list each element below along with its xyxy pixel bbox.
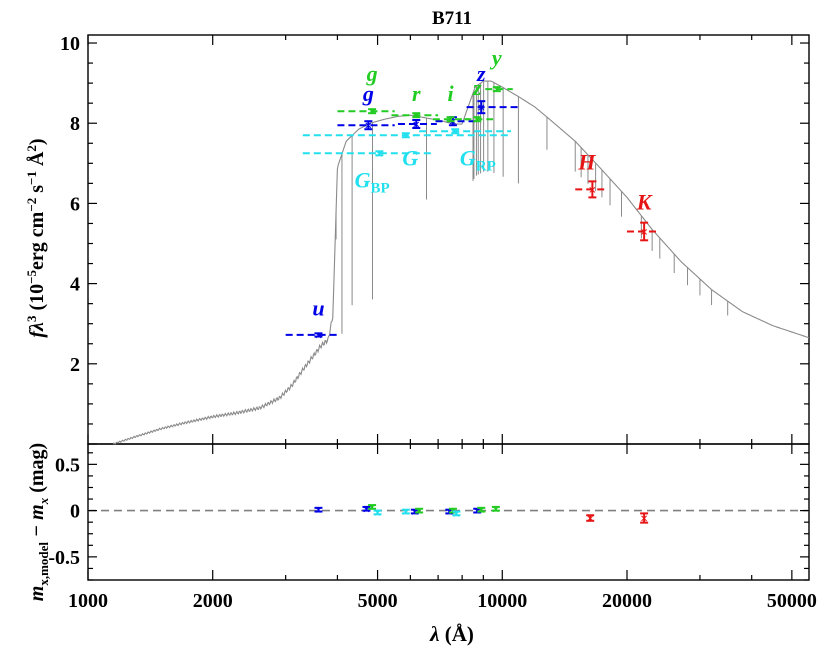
residual-panel-frame [87,443,810,581]
band-label-i: i [447,81,454,106]
residual-point: × [374,506,382,521]
marker-g: × [368,105,376,120]
band-label-y: y [489,45,502,70]
marker-u: × [314,329,322,344]
band-label-G-BP: GBP [355,167,390,196]
residual-point: × [368,501,376,516]
x-tick-label: 20000 [602,590,652,612]
marker-z: × [473,113,481,128]
band-label-G-RP: GRP [460,145,496,174]
residual-point: × [473,505,481,520]
marker-i: × [449,115,457,130]
model-sed-line [112,80,810,445]
x-tick-label: 5000 [358,590,398,612]
x-tick-label: 50000 [767,590,817,612]
residual-y-axis-label: mx,model − mx (mag) [26,443,51,601]
chart-title: B711 [432,8,472,29]
band-label-G: G [402,145,418,170]
band-label-z: z [472,75,482,100]
residual-point: × [415,505,423,520]
x-tick-label: 1000 [68,590,108,612]
band-label-g: g [362,81,374,106]
residual-point: × [411,506,419,521]
x-axis-label: λ (Å) [429,622,474,646]
marker-G_RP: × [451,125,459,140]
residual-point: × [452,507,460,522]
marker-z: × [477,101,485,116]
residual-point: × [362,503,370,518]
absorption-lines [335,81,729,334]
res-y-tick-label: 0.5 [55,454,80,476]
band-label-z: z [476,61,486,86]
top-y-tick-label: 10 [60,33,80,55]
res-y-tick-label: -0.5 [48,547,80,569]
marker-y: × [493,83,501,98]
band-label-H: H [577,149,596,174]
top-y-tick-label: 4 [70,274,80,296]
top-y-tick-label: 6 [70,193,80,215]
axes-ticks: 2 4 6 8 10 0.5 0 -0.5 1000 2000 5000 10000 20000 5000… [48,33,817,612]
top-y-tick-label: 8 [70,113,80,135]
residual-point: × [402,506,410,521]
residual-points: ××××××××××××××× [88,501,809,527]
photometry-points: ×× × ××× × × ××××××× [285,83,660,344]
residual-point: × [586,512,594,527]
x-tick-label: 10000 [477,590,527,612]
marker-H: × [588,183,596,198]
top-y-axis-label: fλ3 (10−5erg cm−2 s−1 Å2) [24,138,48,337]
marker-G: × [402,129,410,144]
band-label-K: K [636,189,653,214]
band-label-g: g [366,61,378,86]
marker-K: × [640,225,648,240]
residual-point: × [492,503,500,518]
marker-i: × [447,113,455,128]
residual-point: × [477,504,485,519]
band-label-r: r [412,81,421,106]
residual-point: × [640,512,648,527]
model-sed-curve [112,80,810,445]
marker-r: × [412,109,420,124]
marker-g: × [364,119,372,134]
x-tick-label: 2000 [193,590,233,612]
band-label-u: u [312,296,324,321]
residual-point: × [314,504,322,519]
res-y-tick-label: 0 [70,501,80,523]
marker-G_BP: × [375,147,383,162]
top-y-tick-label: 2 [70,354,80,376]
marker-r: × [412,118,420,133]
